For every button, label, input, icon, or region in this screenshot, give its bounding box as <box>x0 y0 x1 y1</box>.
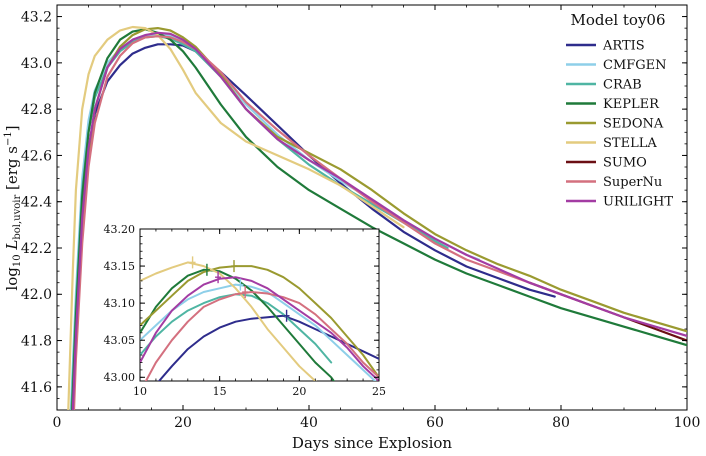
x-tick-label: 20 <box>174 415 192 431</box>
series-line-cmfgen <box>140 283 377 381</box>
x-axis-label: Days since Explosion <box>292 434 452 452</box>
x-tick-label: 80 <box>552 415 570 431</box>
main-x-ticks: 0 20 40 60 80 100 <box>53 5 701 431</box>
series-line-kepler <box>71 28 687 410</box>
inset-x-ticks: 10 15 20 25 <box>133 229 386 398</box>
y-tick-label: 43.05 <box>104 334 136 347</box>
peak-marker-supernu <box>242 286 249 299</box>
y-tick-label: 41.6 <box>21 380 52 396</box>
x-tick-label: 25 <box>372 385 386 398</box>
legend-label-supernu: SuperNu <box>603 175 662 190</box>
y-tick-label: 42.8 <box>21 102 52 118</box>
legend-label-sumo: SUMO <box>603 156 647 171</box>
x-tick-label: 15 <box>213 385 227 398</box>
y-axis-label: log10 Lbol,uvoir [erg s−1] <box>3 125 23 290</box>
legend-label-sedona: SEDONA <box>603 117 664 132</box>
y-tick-label: 43.20 <box>104 223 136 236</box>
x-tick-label: 40 <box>300 415 318 431</box>
y-tick-label: 43.10 <box>104 297 136 310</box>
main-y-ticks: 41.6 41.8 42.0 42.2 42.4 42.6 42.8 43.0 43.2 <box>21 4 687 411</box>
peak-marker-artis <box>283 309 290 322</box>
y-tick-label: 43.0 <box>21 56 52 72</box>
peak-marker-stella <box>189 256 196 269</box>
y-tick-label: 41.8 <box>21 333 52 349</box>
series-line-supernu <box>144 291 379 381</box>
y-tick-label: 43.00 <box>104 371 136 384</box>
x-tick-label: 10 <box>133 385 147 398</box>
y-tick-label: 43.2 <box>21 9 52 25</box>
legend-label-artis: ARTIS <box>602 39 645 54</box>
peak-marker-kepler <box>203 263 210 276</box>
peak-marker-sedona <box>231 260 238 273</box>
inset-peak-markers <box>189 256 290 322</box>
y-tick-label: 42.2 <box>21 241 52 257</box>
legend: Model toy06 ARTIS CMFGEN CRAB KEPLER SEDONA S… <box>566 11 673 210</box>
legend-label-urilight: URILIGHT <box>603 195 673 210</box>
legend-label-stella: STELLA <box>603 136 657 151</box>
x-tick-label: 0 <box>53 415 62 431</box>
inset-y-ticks: 43.00 43.05 43.10 43.15 43.20 <box>104 223 379 384</box>
x-tick-label: 20 <box>292 385 306 398</box>
legend-label-cmfgen: CMFGEN <box>603 58 667 73</box>
main-series-lines <box>67 25 687 410</box>
x-tick-label: 60 <box>426 415 444 431</box>
y-tick-label: 42.4 <box>21 195 52 211</box>
legend-title: Model toy06 <box>570 11 665 29</box>
inset-series-lines <box>140 261 379 381</box>
series-line-stella <box>140 261 317 381</box>
legend-label-kepler: KEPLER <box>603 97 660 112</box>
peak-marker-cmfgen <box>237 278 244 291</box>
legend-label-crab: CRAB <box>603 78 642 93</box>
series-line-stella <box>67 25 405 410</box>
y-tick-label: 42.0 <box>21 287 52 303</box>
series-line-sedona <box>140 265 379 379</box>
y-tick-label: 43.15 <box>104 260 136 273</box>
series-line-urilight <box>140 276 379 381</box>
x-tick-label: 100 <box>674 415 701 431</box>
y-tick-label: 42.6 <box>21 148 52 164</box>
inset-plot-frame <box>139 228 380 382</box>
series-line-kepler <box>140 268 336 381</box>
peak-marker-urilight <box>215 271 222 284</box>
series-line-urilight <box>71 31 687 410</box>
